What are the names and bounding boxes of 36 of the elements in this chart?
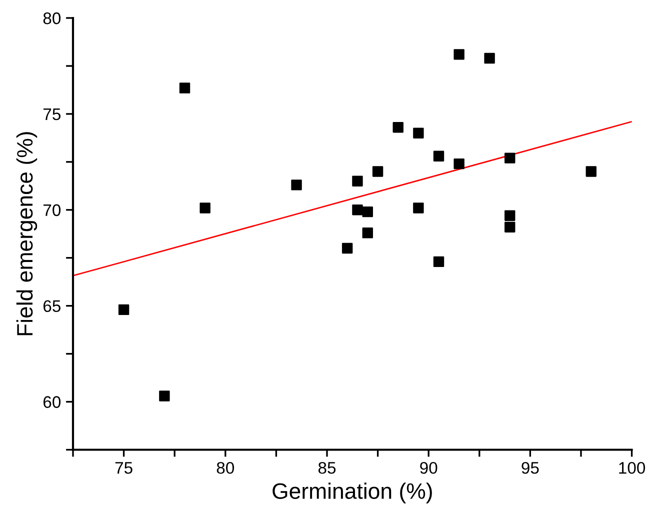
point	[586, 166, 596, 177]
point	[291, 180, 302, 190]
x-tick-label: 90	[420, 462, 438, 474]
point	[433, 256, 444, 268]
x-tick-label: 80	[216, 462, 234, 474]
y-tick-label: 80	[43, 12, 61, 24]
point	[454, 158, 464, 170]
x-tick-label: 95	[522, 462, 539, 474]
point	[352, 204, 363, 216]
point	[159, 390, 170, 402]
point	[362, 228, 373, 238]
point	[413, 202, 424, 214]
point	[433, 150, 444, 162]
point	[200, 202, 210, 214]
point	[454, 49, 464, 60]
x-tick-label: 85	[318, 462, 336, 474]
point	[179, 82, 190, 94]
point	[342, 242, 353, 254]
point	[392, 122, 404, 133]
point	[413, 128, 424, 138]
y-tick-label: 70	[44, 204, 61, 216]
y-tick-label: 60	[44, 396, 61, 408]
y-tick-label: 65	[44, 300, 60, 312]
point	[118, 304, 130, 316]
point	[504, 210, 516, 221]
point	[362, 206, 373, 218]
y-tick-label: 75	[44, 108, 60, 120]
x-axis-title: Germination (%)	[272, 482, 432, 504]
point	[504, 152, 516, 164]
x-tick-label: 75	[115, 462, 132, 474]
point	[484, 52, 495, 64]
y-axis-title: Field emergence (%)	[16, 132, 38, 336]
point	[504, 222, 516, 233]
point	[372, 166, 384, 177]
point	[352, 176, 363, 186]
x-tick-label: 100	[619, 462, 646, 474]
